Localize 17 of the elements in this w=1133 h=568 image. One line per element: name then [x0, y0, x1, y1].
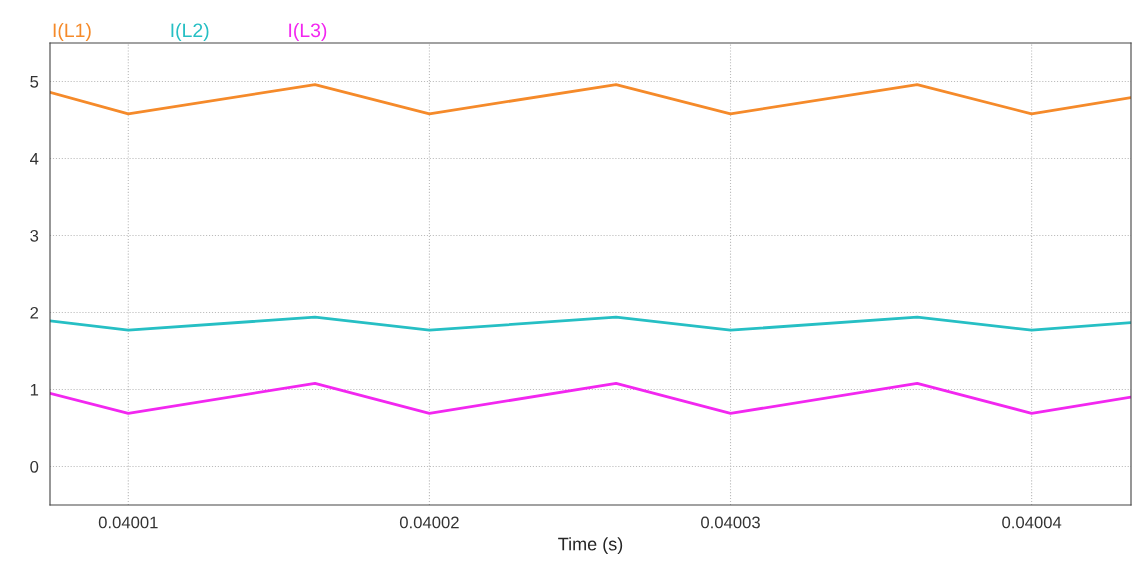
line-series	[50, 83, 1131, 116]
text: I(L2)	[171, 22, 209, 42]
text: I(L1)	[53, 22, 91, 42]
x-tick-label: 0.04001	[98, 516, 158, 529]
text: I(L3)	[289, 22, 327, 42]
x-axis-title: Time (s)	[558, 537, 623, 555]
y-tick-label: 3	[30, 229, 39, 242]
y-tick-label: 5	[30, 76, 39, 88]
line-series	[50, 315, 1131, 332]
x-tick-label: 0.04003	[701, 516, 760, 529]
x-tick-label: 0.04002	[399, 516, 459, 529]
line-series	[50, 381, 1131, 415]
y-tick-label: 2	[30, 306, 39, 319]
y-tick-label: 0	[30, 460, 39, 473]
y-tick-label: 1	[30, 384, 39, 396]
x-tick-label: 0.04004	[1002, 516, 1062, 529]
y-tick-label: 4	[30, 153, 39, 165]
